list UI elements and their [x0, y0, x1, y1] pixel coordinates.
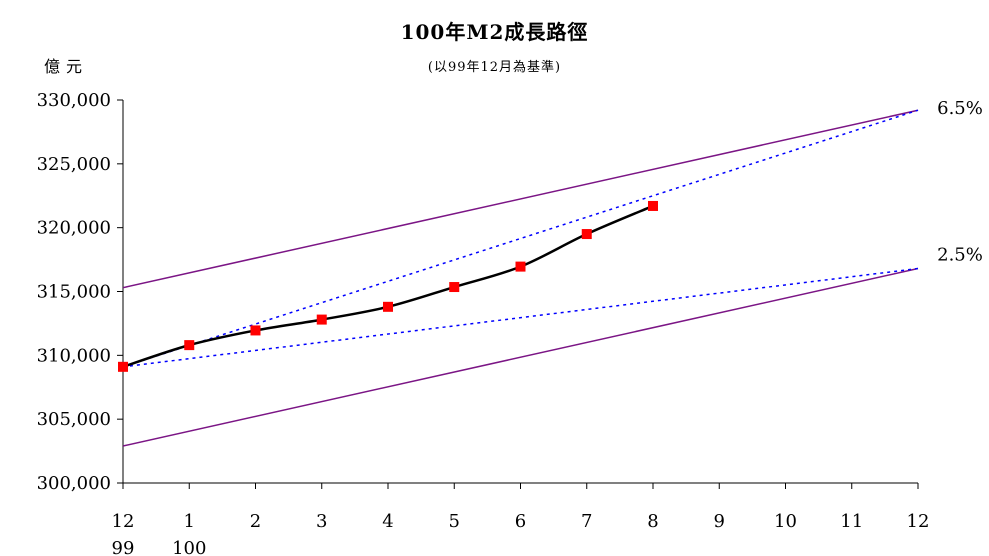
x-tick-label: 2: [250, 511, 261, 532]
chart-subtitle: (以99年12月為基準): [427, 60, 562, 75]
growth-path-line: [122, 109, 919, 368]
x-tick-label: 1: [184, 511, 195, 532]
chart-title: 100年M2成長路徑: [400, 20, 589, 44]
growth-rate-label: 6.5%: [937, 98, 983, 119]
actual-m2-point: [250, 325, 261, 336]
actual-m2-point: [449, 282, 460, 293]
x-tick-label: 6: [515, 511, 526, 532]
y-tick-label: 315,000: [37, 282, 111, 303]
actual-m2-point: [118, 361, 128, 372]
actual-m2-point: [581, 229, 592, 240]
growth-rate-label: 2.5%: [937, 245, 983, 266]
actual-m2-point: [383, 301, 393, 312]
growth-path-line: [122, 267, 919, 368]
x-tick-label: 7: [581, 511, 592, 532]
x-tick-label: 12: [907, 511, 930, 532]
actual-m2-line: [122, 204, 654, 369]
actual-m2-point: [648, 200, 658, 211]
y-tick-label: 320,000: [37, 218, 111, 239]
y-axis-unit-label: 億元: [44, 57, 89, 76]
x-tick-label: 8: [647, 511, 658, 532]
actual-m2-point: [184, 340, 195, 351]
y-tick-label: 330,000: [37, 90, 111, 111]
x-year-label: 100: [172, 538, 206, 556]
upper-bound-line: [122, 109, 919, 289]
actual-m2-point: [515, 261, 526, 272]
x-tick-label: 10: [774, 511, 797, 532]
x-tick-label: 5: [449, 511, 460, 532]
x-tick-label: 4: [382, 511, 393, 532]
actual-m2-point: [316, 314, 327, 325]
x-year-label: 99: [112, 538, 135, 556]
y-tick-label: 300,000: [37, 473, 111, 494]
x-tick-label: 12: [112, 511, 135, 532]
lower-bound-line: [122, 267, 919, 447]
y-tick-label: 310,000: [37, 345, 111, 366]
x-tick-label: 9: [714, 511, 725, 532]
x-tick-label: 11: [840, 511, 863, 532]
y-tick-label: 325,000: [37, 154, 111, 175]
x-tick-label: 3: [316, 511, 327, 532]
y-tick-label: 305,000: [37, 409, 111, 430]
